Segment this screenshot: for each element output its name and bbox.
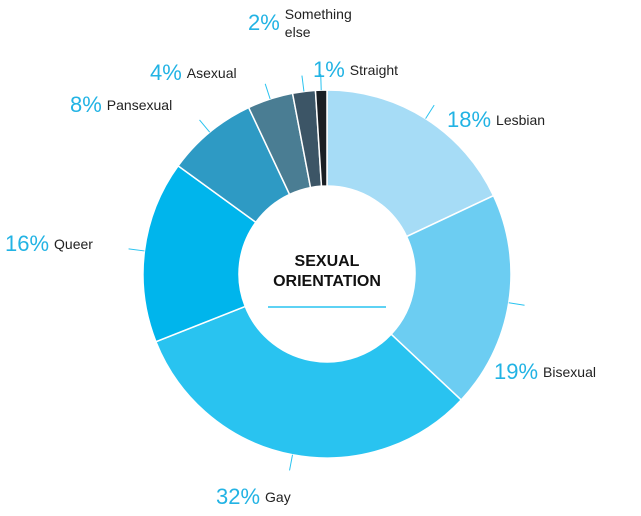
category-label: Queer <box>54 236 93 252</box>
leader-line <box>425 104 435 119</box>
value-label: 19% <box>494 359 539 384</box>
slice-label: 32% Gay <box>216 484 291 510</box>
slice-label: 2% Something else <box>248 5 365 41</box>
leader-line <box>289 454 294 471</box>
value-label: 16% <box>5 231 50 256</box>
slice <box>314 89 328 187</box>
category-label: Straight <box>349 62 399 78</box>
category-label: Something else <box>284 6 352 40</box>
leader-line <box>264 83 271 100</box>
category-label: Lesbian <box>496 112 546 128</box>
slice-label: 1% Straight <box>313 57 398 83</box>
slice-label: 8% Pansexual <box>70 92 172 118</box>
leader-line <box>301 75 305 92</box>
slice <box>390 194 512 402</box>
category-label: Bisexual <box>543 364 596 380</box>
leader-line <box>199 119 211 133</box>
slice <box>154 305 463 459</box>
value-label: 18% <box>447 107 492 132</box>
slice-label: 18% Lesbian <box>447 107 545 133</box>
value-label: 2% <box>248 10 280 35</box>
slice-label: 16% Queer <box>5 231 93 257</box>
value-label: 32% <box>216 484 261 509</box>
value-label: 1% <box>313 57 345 82</box>
category-label: Gay <box>265 489 291 505</box>
value-label: 8% <box>70 92 102 117</box>
category-label: Asexual <box>186 65 237 81</box>
slice-label: 4% Asexual <box>150 60 237 86</box>
chart-title: SEXUAL ORIENTATION <box>273 253 381 290</box>
value-label: 4% <box>150 60 182 85</box>
leader-line <box>508 302 525 306</box>
slice-label: 19% Bisexual <box>494 359 596 385</box>
category-label: Pansexual <box>106 97 173 113</box>
slice <box>326 89 495 238</box>
leader-line <box>128 248 145 252</box>
leader-line <box>320 74 322 91</box>
slice <box>142 164 257 343</box>
